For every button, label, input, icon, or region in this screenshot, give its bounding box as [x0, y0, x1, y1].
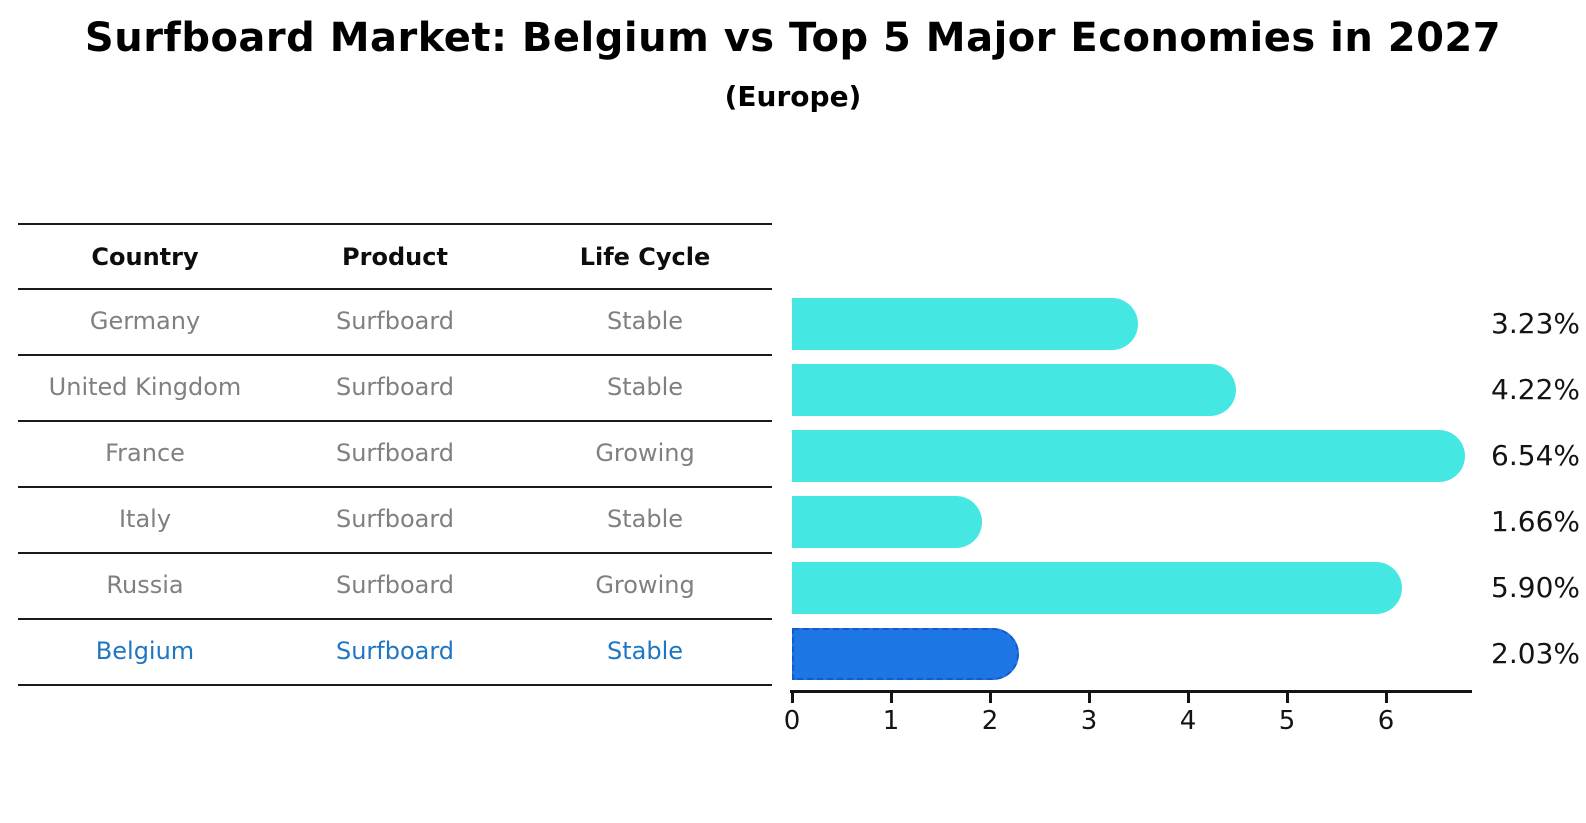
cell-country: Italy: [118, 505, 172, 533]
bar-belgium-highlighted: [792, 628, 1019, 680]
cell-product: Surfboard: [335, 439, 455, 467]
column-header-country: Country: [91, 243, 199, 271]
cell-product: Surfboard: [335, 373, 455, 401]
cell-product: Surfboard: [335, 571, 455, 599]
table-row-belgium-highlighted: Belgium Surfboard Stable: [18, 620, 772, 682]
page-title: Surfboard Market: Belgium vs Top 5 Major…: [84, 15, 1502, 61]
bar-russia: [792, 562, 1402, 614]
cell-product: Surfboard: [335, 307, 455, 335]
table-row: France Surfboard Growing: [18, 422, 772, 484]
table-border-bottom: [18, 684, 772, 686]
x-tick-label: 2: [981, 706, 999, 736]
bar-value-label: 6.54%: [1491, 439, 1580, 472]
x-tick-label: 4: [1179, 706, 1197, 736]
x-tick-label: 0: [783, 706, 801, 736]
table-row: Germany Surfboard Stable: [18, 290, 772, 352]
table-header-divider: [18, 288, 772, 290]
x-tick-label: 6: [1377, 706, 1395, 736]
x-tick-mark: [1187, 693, 1190, 703]
table-header-row: Country Product Life Cycle: [18, 226, 772, 288]
bar-value-label: 1.66%: [1491, 505, 1580, 538]
cell-life-cycle: Stable: [606, 307, 684, 335]
cell-country: United Kingdom: [48, 373, 242, 401]
x-axis-line: [790, 690, 1472, 693]
table-row-divider: [18, 354, 772, 356]
x-tick-label: 5: [1278, 706, 1296, 736]
x-tick-mark: [989, 693, 992, 703]
bar-united-kingdom: [792, 364, 1236, 416]
table-row-divider: [18, 486, 772, 488]
bar-value-label: 2.03%: [1491, 637, 1580, 670]
bar-value-label: 4.22%: [1491, 373, 1580, 406]
column-header-life-cycle: Life Cycle: [579, 243, 711, 271]
table-row: Italy Surfboard Stable: [18, 488, 772, 550]
cell-country: Germany: [89, 307, 201, 335]
cell-country: France: [105, 439, 185, 467]
cell-life-cycle: Growing: [595, 571, 695, 599]
x-tick-mark: [890, 693, 893, 703]
cell-life-cycle: Stable: [606, 373, 684, 401]
cell-product: Surfboard: [335, 505, 455, 533]
bar-france: [792, 430, 1465, 482]
x-tick-mark: [1286, 693, 1289, 703]
table-row-divider: [18, 618, 772, 620]
table-row-divider: [18, 552, 772, 554]
cell-country: Belgium: [95, 637, 195, 665]
cell-life-cycle: Growing: [595, 439, 695, 467]
bar-italy: [792, 496, 982, 548]
x-tick-label: 3: [1080, 706, 1098, 736]
x-tick-label: 1: [882, 706, 900, 736]
bar-germany: [792, 298, 1138, 350]
table-border-top: [18, 223, 772, 225]
table-row-divider: [18, 420, 772, 422]
bar-value-label: 5.90%: [1491, 571, 1580, 604]
x-tick-mark: [1385, 693, 1388, 703]
x-tick-mark: [1088, 693, 1091, 703]
bar-value-label: 3.23%: [1491, 307, 1580, 340]
page-subtitle: (Europe): [724, 80, 862, 113]
cell-country: Russia: [106, 571, 184, 599]
cell-product: Surfboard: [335, 637, 455, 665]
cell-life-cycle: Stable: [606, 505, 684, 533]
cell-life-cycle: Stable: [606, 637, 684, 665]
table-row: Russia Surfboard Growing: [18, 554, 772, 616]
table-row: United Kingdom Surfboard Stable: [18, 356, 772, 418]
x-tick-mark: [791, 693, 794, 703]
column-header-product: Product: [342, 243, 448, 271]
